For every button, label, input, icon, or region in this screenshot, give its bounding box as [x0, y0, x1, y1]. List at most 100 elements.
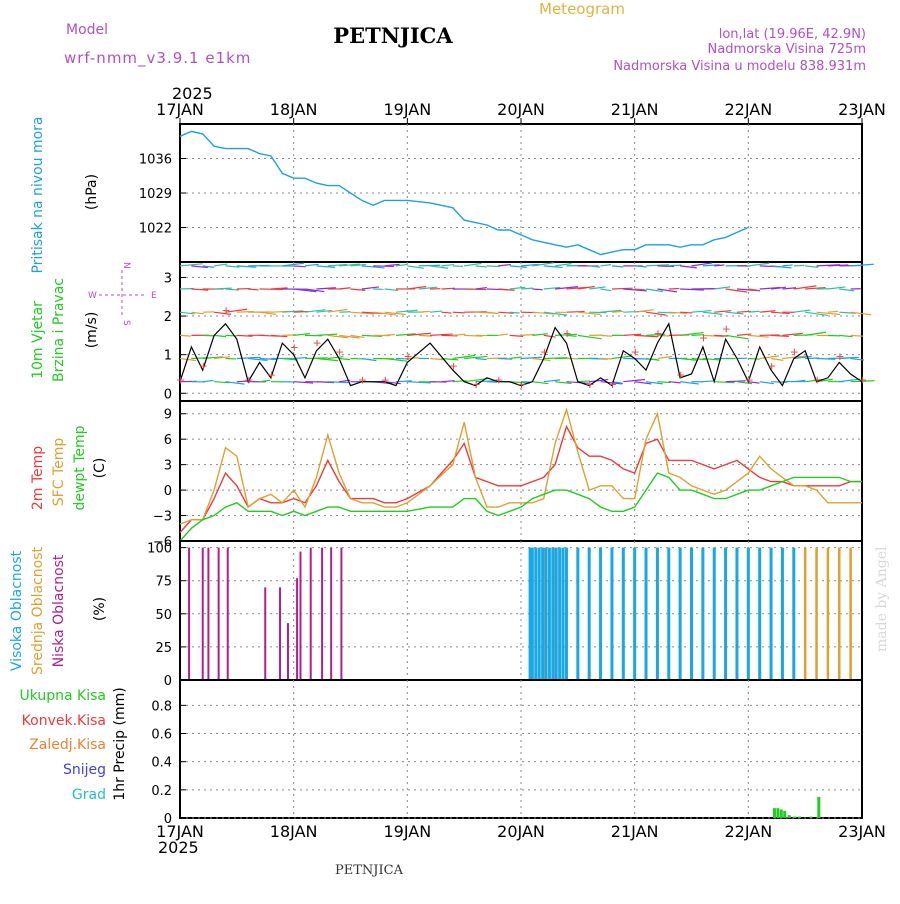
gust-marker: + [449, 359, 458, 372]
cloud-ylabel-2: Srednja Oblacnost [30, 547, 46, 675]
wind-barb [805, 266, 818, 267]
y-tick-label: 75 [155, 575, 172, 590]
wind-barb [203, 380, 214, 381]
y-tick-label: 0.8 [151, 699, 172, 714]
gust-marker: + [290, 341, 299, 354]
x-label-bottom: 17JAN [156, 822, 204, 841]
wind-barb [544, 266, 563, 268]
wind-barb [612, 266, 623, 267]
wind-barb [623, 379, 645, 381]
model-name: wrf-nmm_v3.9.1 e1km [64, 49, 251, 68]
y-tick-label: 1029 [139, 187, 172, 202]
wind-barb [430, 266, 448, 268]
y-tick-label: −3 [153, 510, 172, 525]
wind-barb [339, 359, 350, 360]
wind-unit: (m/s) [84, 312, 100, 349]
precip-panel: 00.20.40.60.8 [151, 680, 862, 827]
pressure-unit: (hPa) [84, 174, 100, 210]
wind-barb [180, 264, 203, 266]
wind-barb [225, 335, 237, 336]
gust-marker: + [358, 373, 367, 386]
wind-barb [419, 311, 430, 312]
legend-ukupna-kisa: Ukupna Kisa [19, 688, 106, 704]
wind-barb [726, 381, 746, 382]
y-tick-label: 0 [164, 387, 172, 402]
wind-barb [714, 265, 724, 266]
y-tick-label: 6 [164, 433, 172, 448]
wind-barb [680, 266, 697, 268]
y-tick-label: 0.2 [151, 784, 172, 799]
gust-marker: + [790, 346, 799, 359]
wind-barb [476, 359, 487, 360]
gust-marker: + [540, 346, 549, 359]
precip-bar [773, 808, 776, 818]
y-tick-label: 2 [164, 310, 172, 325]
gust-marker: + [517, 378, 526, 391]
y-tick-label: 100 [147, 542, 172, 557]
y-tick-label: 3 [164, 459, 172, 474]
gust-marker: + [722, 322, 731, 335]
compass-e: E [151, 291, 157, 301]
y-tick-label: 0.4 [151, 756, 172, 771]
precip-bar [798, 817, 801, 818]
compass-s: S [121, 320, 131, 326]
pressure-ylabel: Pritisak na nivou mora [30, 116, 46, 273]
y-tick-label: 1022 [139, 222, 172, 237]
wind-barb [476, 266, 487, 267]
y-tick-label: 0 [164, 484, 172, 499]
gust-marker: + [199, 359, 208, 372]
wind-barb [521, 288, 533, 289]
wind-barb [248, 289, 258, 290]
gust-marker: + [699, 332, 708, 345]
wind-barb [601, 335, 613, 336]
wind-barb [532, 289, 542, 290]
wind-barb [498, 334, 508, 335]
gust-marker: + [858, 373, 867, 386]
lonlat-label: lon,lat (19.96E, 42.9N) [719, 27, 866, 42]
wind-barb [828, 335, 840, 336]
wind-barb [510, 357, 522, 359]
wind-barb [316, 359, 338, 361]
wind-barb [430, 311, 442, 312]
y-tick-label: 1 [164, 349, 172, 364]
x-label-bottom: 21JAN [611, 822, 659, 841]
footer-station: PETNJICA [335, 863, 404, 878]
temperature-panel-frame [180, 401, 862, 541]
wind-barb [748, 359, 759, 360]
x-label-top: 17JAN [156, 100, 204, 119]
gust-marker: + [767, 359, 776, 372]
credit-label: made by Angel [874, 546, 890, 652]
gust-marker: + [835, 350, 844, 363]
wind-barb [419, 265, 441, 266]
precip-bar [793, 817, 796, 818]
wind-barb [225, 289, 238, 290]
wind-barb [782, 265, 792, 266]
wind-barb [419, 335, 432, 336]
gust-marker: + [244, 373, 253, 386]
wind-barb [510, 312, 520, 313]
elevation-model-label: Nadmorska Visina u modelu 838.931m [613, 59, 866, 74]
precip-bar [783, 811, 786, 818]
temp-unit: (C) [92, 458, 108, 479]
gust-marker: + [813, 373, 822, 386]
gust-marker: + [562, 327, 571, 340]
gust-marker: + [608, 378, 617, 391]
x-label-bottom: 20JAN [497, 822, 545, 841]
temp-ylabel: 2m Temp [30, 446, 46, 510]
wind-barb [453, 312, 465, 313]
gust-marker: + [312, 336, 321, 349]
x-label-bottom: 18JAN [270, 822, 318, 841]
wind-barb [669, 288, 680, 289]
wind-barb [612, 311, 623, 312]
precip-bar [809, 817, 812, 818]
wind-barb [601, 265, 612, 266]
gust-marker: + [381, 373, 390, 386]
elevation-label: Nadmorska Visina 725m [708, 42, 867, 57]
gust-marker: + [403, 350, 412, 363]
gust-marker: + [335, 346, 344, 359]
